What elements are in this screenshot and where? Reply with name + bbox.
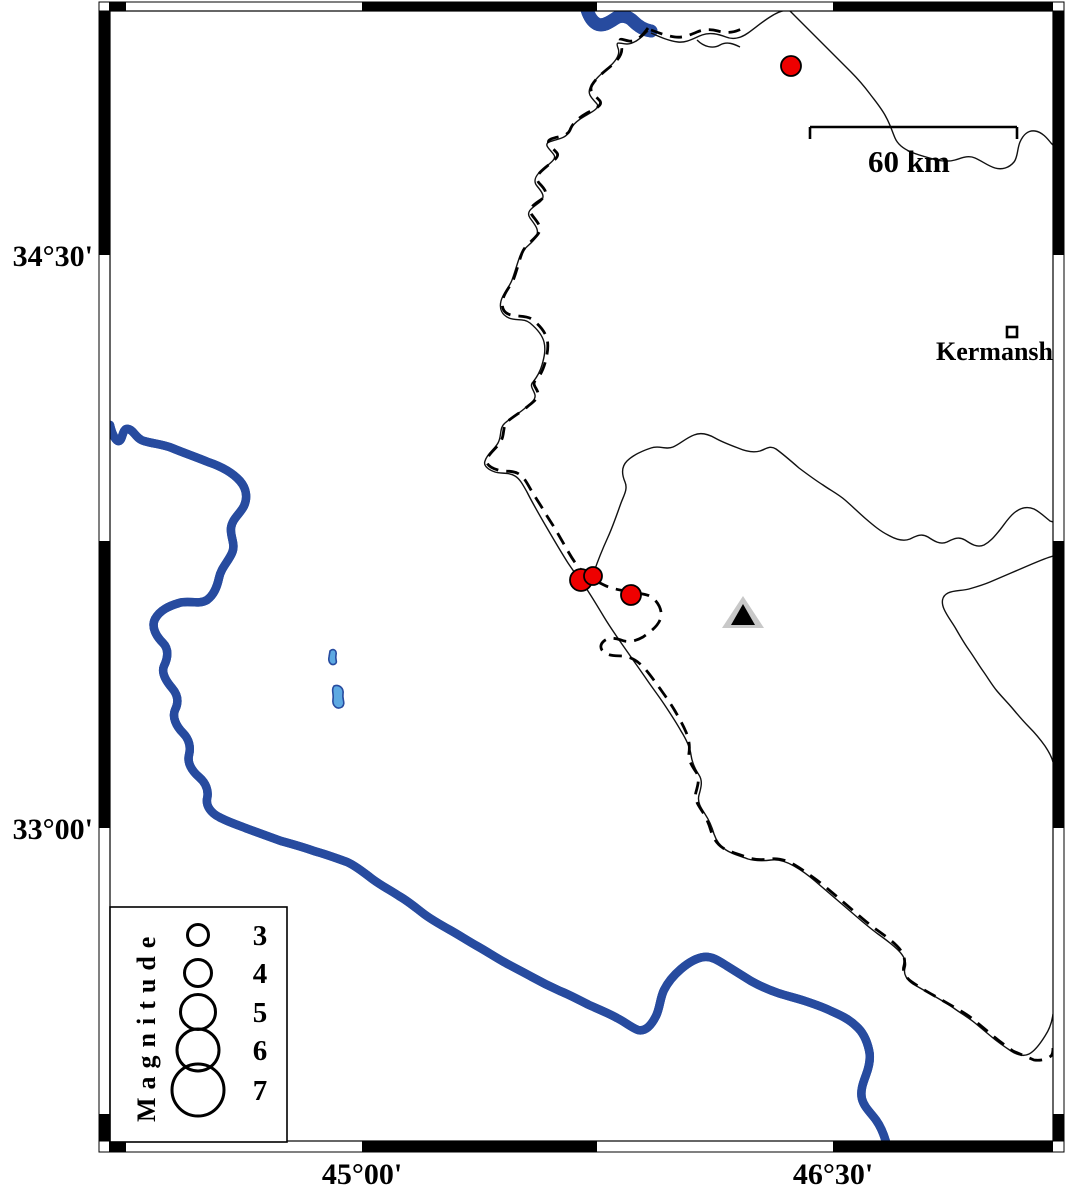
legend-magnitude-label: 3 [253,920,268,952]
legend-magnitude-label: 5 [253,997,268,1029]
scale-bar-label: 60 km [868,144,950,179]
legend-title: Magnitude [132,929,161,1122]
legend-circle-mag-7 [170,1062,226,1118]
earthquake-marker [583,566,603,586]
province-line-ne [789,11,1053,170]
province-line-se [941,555,1053,763]
map-content: 60 km Kermansh [110,11,1054,1141]
magnitude-legend: Magnitude 3 4 5 6 7 [109,906,288,1143]
legend-circle-mag-6 [175,1027,221,1073]
boundary-solid-east [650,11,786,43]
earthquake-marker [620,584,642,606]
legend-magnitude-label: 4 [253,958,268,990]
map-frame [98,1,1065,1153]
city-label: Kermansh [936,337,1054,366]
lon-label-4630: 46°30' [793,1158,873,1190]
earthquake-marker [780,55,802,77]
pond-icon [328,648,338,666]
lat-label-3300: 33°00' [13,813,93,846]
legend-magnitude-label: 6 [253,1035,268,1067]
station-triangle-icon [722,596,764,628]
border-dashed-east [650,25,747,39]
province-arc [593,432,1053,573]
pond-icon [331,684,345,709]
river-main [110,420,889,1141]
lon-label-4500: 45°00' [322,1158,402,1190]
legend-circle-mag-3 [186,923,210,947]
lat-label-3430: 34°30' [13,240,93,273]
earthquake-group [569,55,802,606]
boundary-squiggle [696,39,741,48]
border-solid-line [483,30,1053,1057]
legend-magnitude-label: 7 [253,1075,268,1107]
scale-bar [808,125,1019,139]
river-top [586,11,658,38]
legend-circle-mag-4 [183,958,213,988]
border-dashed-line [485,27,1053,1062]
city-marker-icon [1005,325,1019,339]
